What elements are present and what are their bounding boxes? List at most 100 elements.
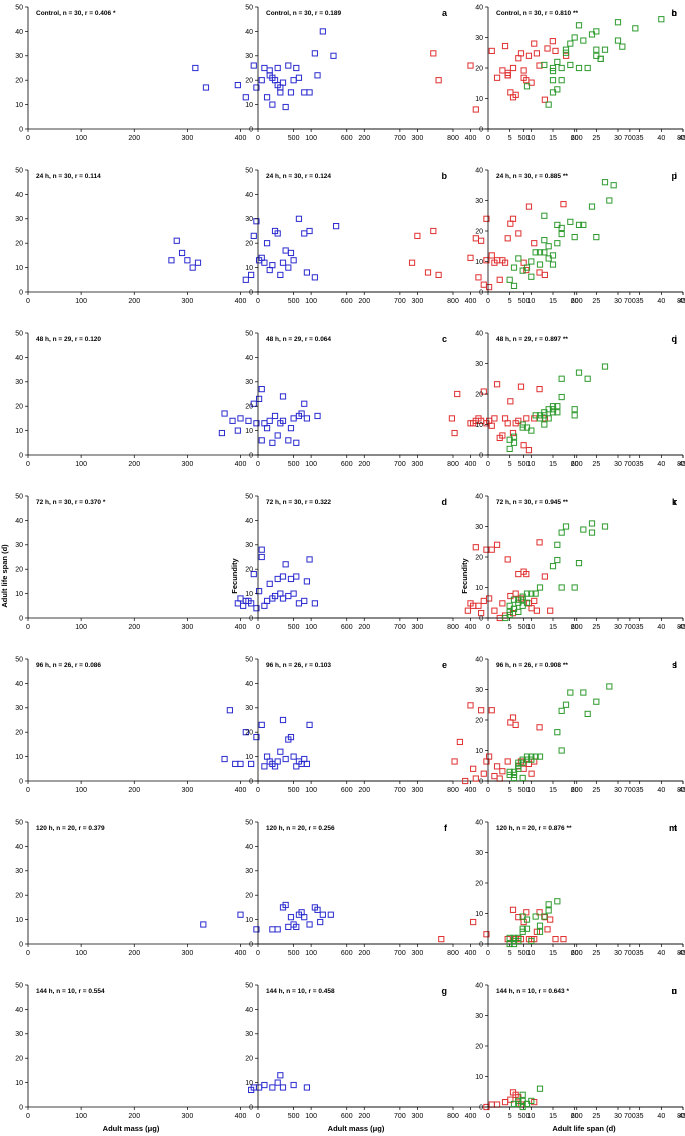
data-point (250, 400, 257, 407)
data-point (274, 1079, 281, 1086)
y-tick-label: 0 (479, 941, 483, 948)
data-point (242, 729, 249, 736)
x-tick-label: 20 (571, 624, 579, 631)
data-point (266, 67, 273, 74)
x-tick-label: 800 (677, 461, 685, 468)
data-point (290, 753, 297, 760)
data-point (520, 259, 527, 266)
x-tick-label: 100 (75, 135, 87, 142)
y-tick-label: 40 (15, 355, 23, 362)
data-point (435, 77, 442, 84)
x-tick-label: 10 (527, 1113, 535, 1120)
y-tick-label: 10 (245, 591, 253, 598)
data-point (290, 415, 297, 422)
panel-letter: d (442, 497, 448, 507)
data-point (470, 918, 477, 926)
x-tick-label: 5 (508, 461, 512, 468)
data-point (261, 763, 268, 770)
y-tick-label: 20 (245, 1056, 253, 1063)
data-point (483, 215, 490, 222)
data-point (290, 1081, 297, 1089)
data-point (261, 64, 268, 72)
data-point (269, 262, 276, 269)
data-point (472, 235, 479, 242)
y-tick-label: 30 (15, 868, 23, 875)
data-point (506, 611, 513, 619)
panel-stats-label: 144 h, n = 10, r = 0.554 (36, 988, 105, 995)
data-point (311, 274, 318, 281)
y-tick-label: 20 (475, 65, 483, 72)
data-point (506, 276, 513, 283)
x-tick-label: 45 (679, 624, 685, 631)
y-tick-label: 10 (15, 102, 23, 109)
data-point (255, 395, 263, 402)
x-tick-label: 600 (571, 950, 583, 957)
x-tick-label: 25 (592, 298, 600, 305)
data-point (558, 64, 565, 72)
data-point (279, 573, 287, 580)
data-point (533, 607, 541, 614)
y-tick-label: 10 (245, 265, 253, 272)
x-tick-label: 700 (394, 624, 406, 631)
y-tick-label: 0 (19, 1104, 23, 1111)
data-point (523, 590, 531, 597)
x-tick-label: 25 (592, 135, 600, 142)
data-point (277, 1072, 284, 1079)
data-point (536, 249, 544, 256)
data-point (269, 1084, 276, 1091)
data-point (237, 911, 244, 918)
data-point (287, 249, 295, 257)
data-point (536, 261, 544, 268)
data-point (261, 259, 268, 266)
data-point (475, 274, 482, 281)
data-point (549, 403, 557, 410)
data-point (237, 760, 244, 768)
data-point (528, 273, 535, 280)
y-tick-label: 40 (15, 29, 23, 36)
data-point (306, 227, 313, 235)
data-point (560, 201, 567, 208)
data-point (558, 224, 565, 232)
data-point (287, 425, 295, 432)
panel-u: 0 10 20 30 40 0 5 10 15 20 25 30 35 40 45 144 h, n = 10… (475, 982, 685, 1120)
x-tick-label: 800 (677, 135, 685, 142)
panel-stats-label: Control, n = 30, r = 0.810 ** (496, 10, 578, 17)
panel-stats-label: 72 h, n = 30, r = 0.945 ** (496, 499, 568, 506)
x-tick-label: 45 (679, 298, 685, 305)
y-tick-label: 40 (475, 4, 483, 11)
panel-m: 010203040500100200300400500600700800120 … (245, 819, 685, 957)
x-tick-label: 0 (486, 624, 490, 631)
data-point (510, 768, 518, 775)
data-point (501, 1099, 509, 1106)
panel-stats-label: 72 h, n = 30, r = 0.370 * (36, 499, 106, 506)
data-point (287, 89, 295, 96)
data-point (485, 595, 493, 602)
data-point (507, 592, 514, 600)
data-point (467, 62, 474, 69)
x-tick-label: 700 (624, 624, 636, 631)
x-tick-label: 5 (508, 950, 512, 957)
data-point (258, 721, 265, 728)
y-tick-label: 0 (479, 1104, 483, 1111)
data-point (263, 425, 271, 432)
x-tick-label: 800 (677, 298, 685, 305)
x-tick-label: 400 (235, 624, 247, 631)
data-point (519, 925, 526, 932)
x-tick-label: 400 (465, 298, 477, 305)
data-point (493, 74, 501, 81)
y-tick-label: 50 (245, 330, 253, 337)
data-point (593, 46, 600, 53)
x-tick-label: 200 (128, 950, 140, 957)
x-tick-label: 200 (128, 461, 140, 468)
data-point (271, 412, 279, 420)
x-tick-label: 300 (412, 624, 424, 631)
panel-letter: i (674, 171, 677, 181)
x-tick-label: 0 (256, 624, 260, 631)
x-tick-label: 100 (305, 950, 317, 957)
data-point (545, 901, 552, 908)
y-label-left: Adult life span (d) (0, 544, 9, 608)
data-point (528, 1097, 535, 1105)
data-point (253, 926, 260, 933)
data-point (610, 182, 617, 189)
